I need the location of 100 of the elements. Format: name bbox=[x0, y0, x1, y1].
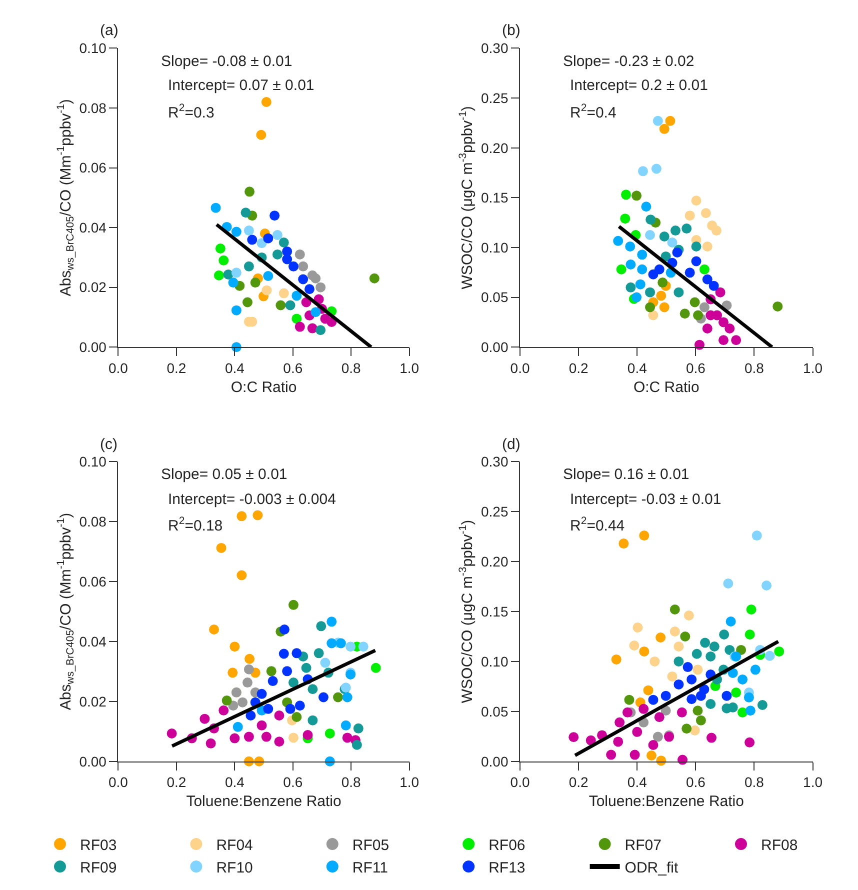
point bbox=[342, 732, 352, 743]
point bbox=[676, 707, 687, 718]
x-tick-label: 0.4 bbox=[627, 774, 648, 790]
point bbox=[667, 671, 678, 682]
annotation: Slope= 0.16 ± 0.01 bbox=[563, 466, 690, 483]
point bbox=[656, 290, 666, 301]
point bbox=[242, 678, 252, 688]
y-tick-label: 0.10 bbox=[79, 454, 107, 470]
point bbox=[244, 261, 254, 272]
point bbox=[316, 325, 326, 336]
point bbox=[693, 310, 704, 320]
point bbox=[246, 710, 256, 721]
point bbox=[613, 736, 624, 747]
x-axis-title: O:C Ratio bbox=[633, 378, 700, 396]
point bbox=[702, 241, 712, 252]
y-tick-label: 0.05 bbox=[480, 703, 508, 720]
point bbox=[738, 674, 748, 684]
point bbox=[692, 706, 703, 716]
point bbox=[294, 249, 305, 260]
x-tick-label: 0.2 bbox=[568, 774, 589, 790]
point bbox=[316, 621, 326, 632]
point bbox=[247, 234, 258, 245]
point bbox=[232, 722, 243, 732]
point bbox=[218, 255, 229, 266]
point bbox=[256, 688, 267, 699]
y-tick-label: 0.02 bbox=[79, 693, 107, 710]
point bbox=[665, 116, 676, 126]
point bbox=[272, 230, 282, 240]
x-axis-title: O:C Ratio bbox=[230, 378, 297, 396]
point bbox=[645, 230, 656, 240]
point bbox=[702, 274, 712, 284]
point bbox=[316, 282, 326, 292]
point bbox=[288, 261, 298, 272]
point bbox=[285, 704, 296, 714]
point bbox=[200, 714, 210, 724]
point bbox=[731, 688, 742, 698]
point bbox=[718, 317, 728, 328]
point bbox=[645, 287, 656, 298]
text: (c) bbox=[100, 436, 118, 453]
point bbox=[310, 307, 321, 318]
point bbox=[722, 690, 732, 701]
x-tick-label: 0.0 bbox=[510, 774, 530, 790]
point bbox=[638, 704, 649, 714]
point bbox=[320, 658, 330, 668]
y-tick-label: 0.20 bbox=[480, 553, 508, 570]
point bbox=[263, 270, 274, 281]
point bbox=[622, 707, 632, 718]
y-tick-label: 0.08 bbox=[79, 513, 107, 530]
point bbox=[238, 697, 248, 708]
point bbox=[613, 236, 624, 246]
point bbox=[674, 641, 684, 652]
point bbox=[738, 707, 748, 718]
point bbox=[724, 644, 735, 655]
point bbox=[660, 690, 671, 701]
point bbox=[744, 737, 755, 748]
point bbox=[304, 284, 314, 294]
point bbox=[261, 97, 272, 107]
point bbox=[274, 736, 284, 747]
point bbox=[346, 642, 356, 652]
point bbox=[215, 243, 226, 254]
point bbox=[724, 323, 735, 334]
point bbox=[236, 570, 247, 580]
point bbox=[632, 292, 642, 302]
point bbox=[318, 692, 328, 702]
point bbox=[723, 578, 734, 589]
point bbox=[648, 694, 658, 705]
point bbox=[726, 616, 736, 626]
y-tick-label: 0.05 bbox=[480, 289, 508, 306]
point bbox=[711, 226, 722, 236]
point bbox=[690, 725, 700, 736]
point bbox=[651, 164, 662, 174]
text: (a) bbox=[100, 22, 118, 39]
point bbox=[231, 226, 242, 237]
point bbox=[326, 616, 337, 627]
point bbox=[637, 250, 648, 260]
point bbox=[618, 538, 629, 549]
x-tick-label: 0.2 bbox=[166, 774, 186, 790]
x-tick-label: 0.4 bbox=[627, 360, 648, 376]
point bbox=[660, 251, 671, 262]
legend-label: RF11 bbox=[352, 859, 388, 876]
point bbox=[731, 335, 742, 346]
point bbox=[708, 280, 719, 291]
point bbox=[652, 732, 663, 742]
point bbox=[658, 278, 668, 288]
legend-label: RF10 bbox=[216, 859, 253, 876]
point bbox=[764, 650, 775, 661]
point bbox=[242, 297, 252, 308]
point bbox=[774, 646, 784, 656]
point bbox=[298, 261, 308, 272]
point bbox=[369, 273, 380, 284]
legend-label: RF07 bbox=[624, 836, 662, 854]
point bbox=[700, 208, 711, 218]
x-tick-label: 1.0 bbox=[400, 774, 420, 790]
point bbox=[288, 600, 298, 610]
point bbox=[670, 604, 680, 614]
point bbox=[690, 297, 700, 308]
point bbox=[682, 662, 693, 672]
annotation: Intercept= 0.2 ± 0.01 bbox=[570, 77, 708, 94]
point bbox=[709, 641, 720, 652]
point bbox=[285, 300, 296, 310]
